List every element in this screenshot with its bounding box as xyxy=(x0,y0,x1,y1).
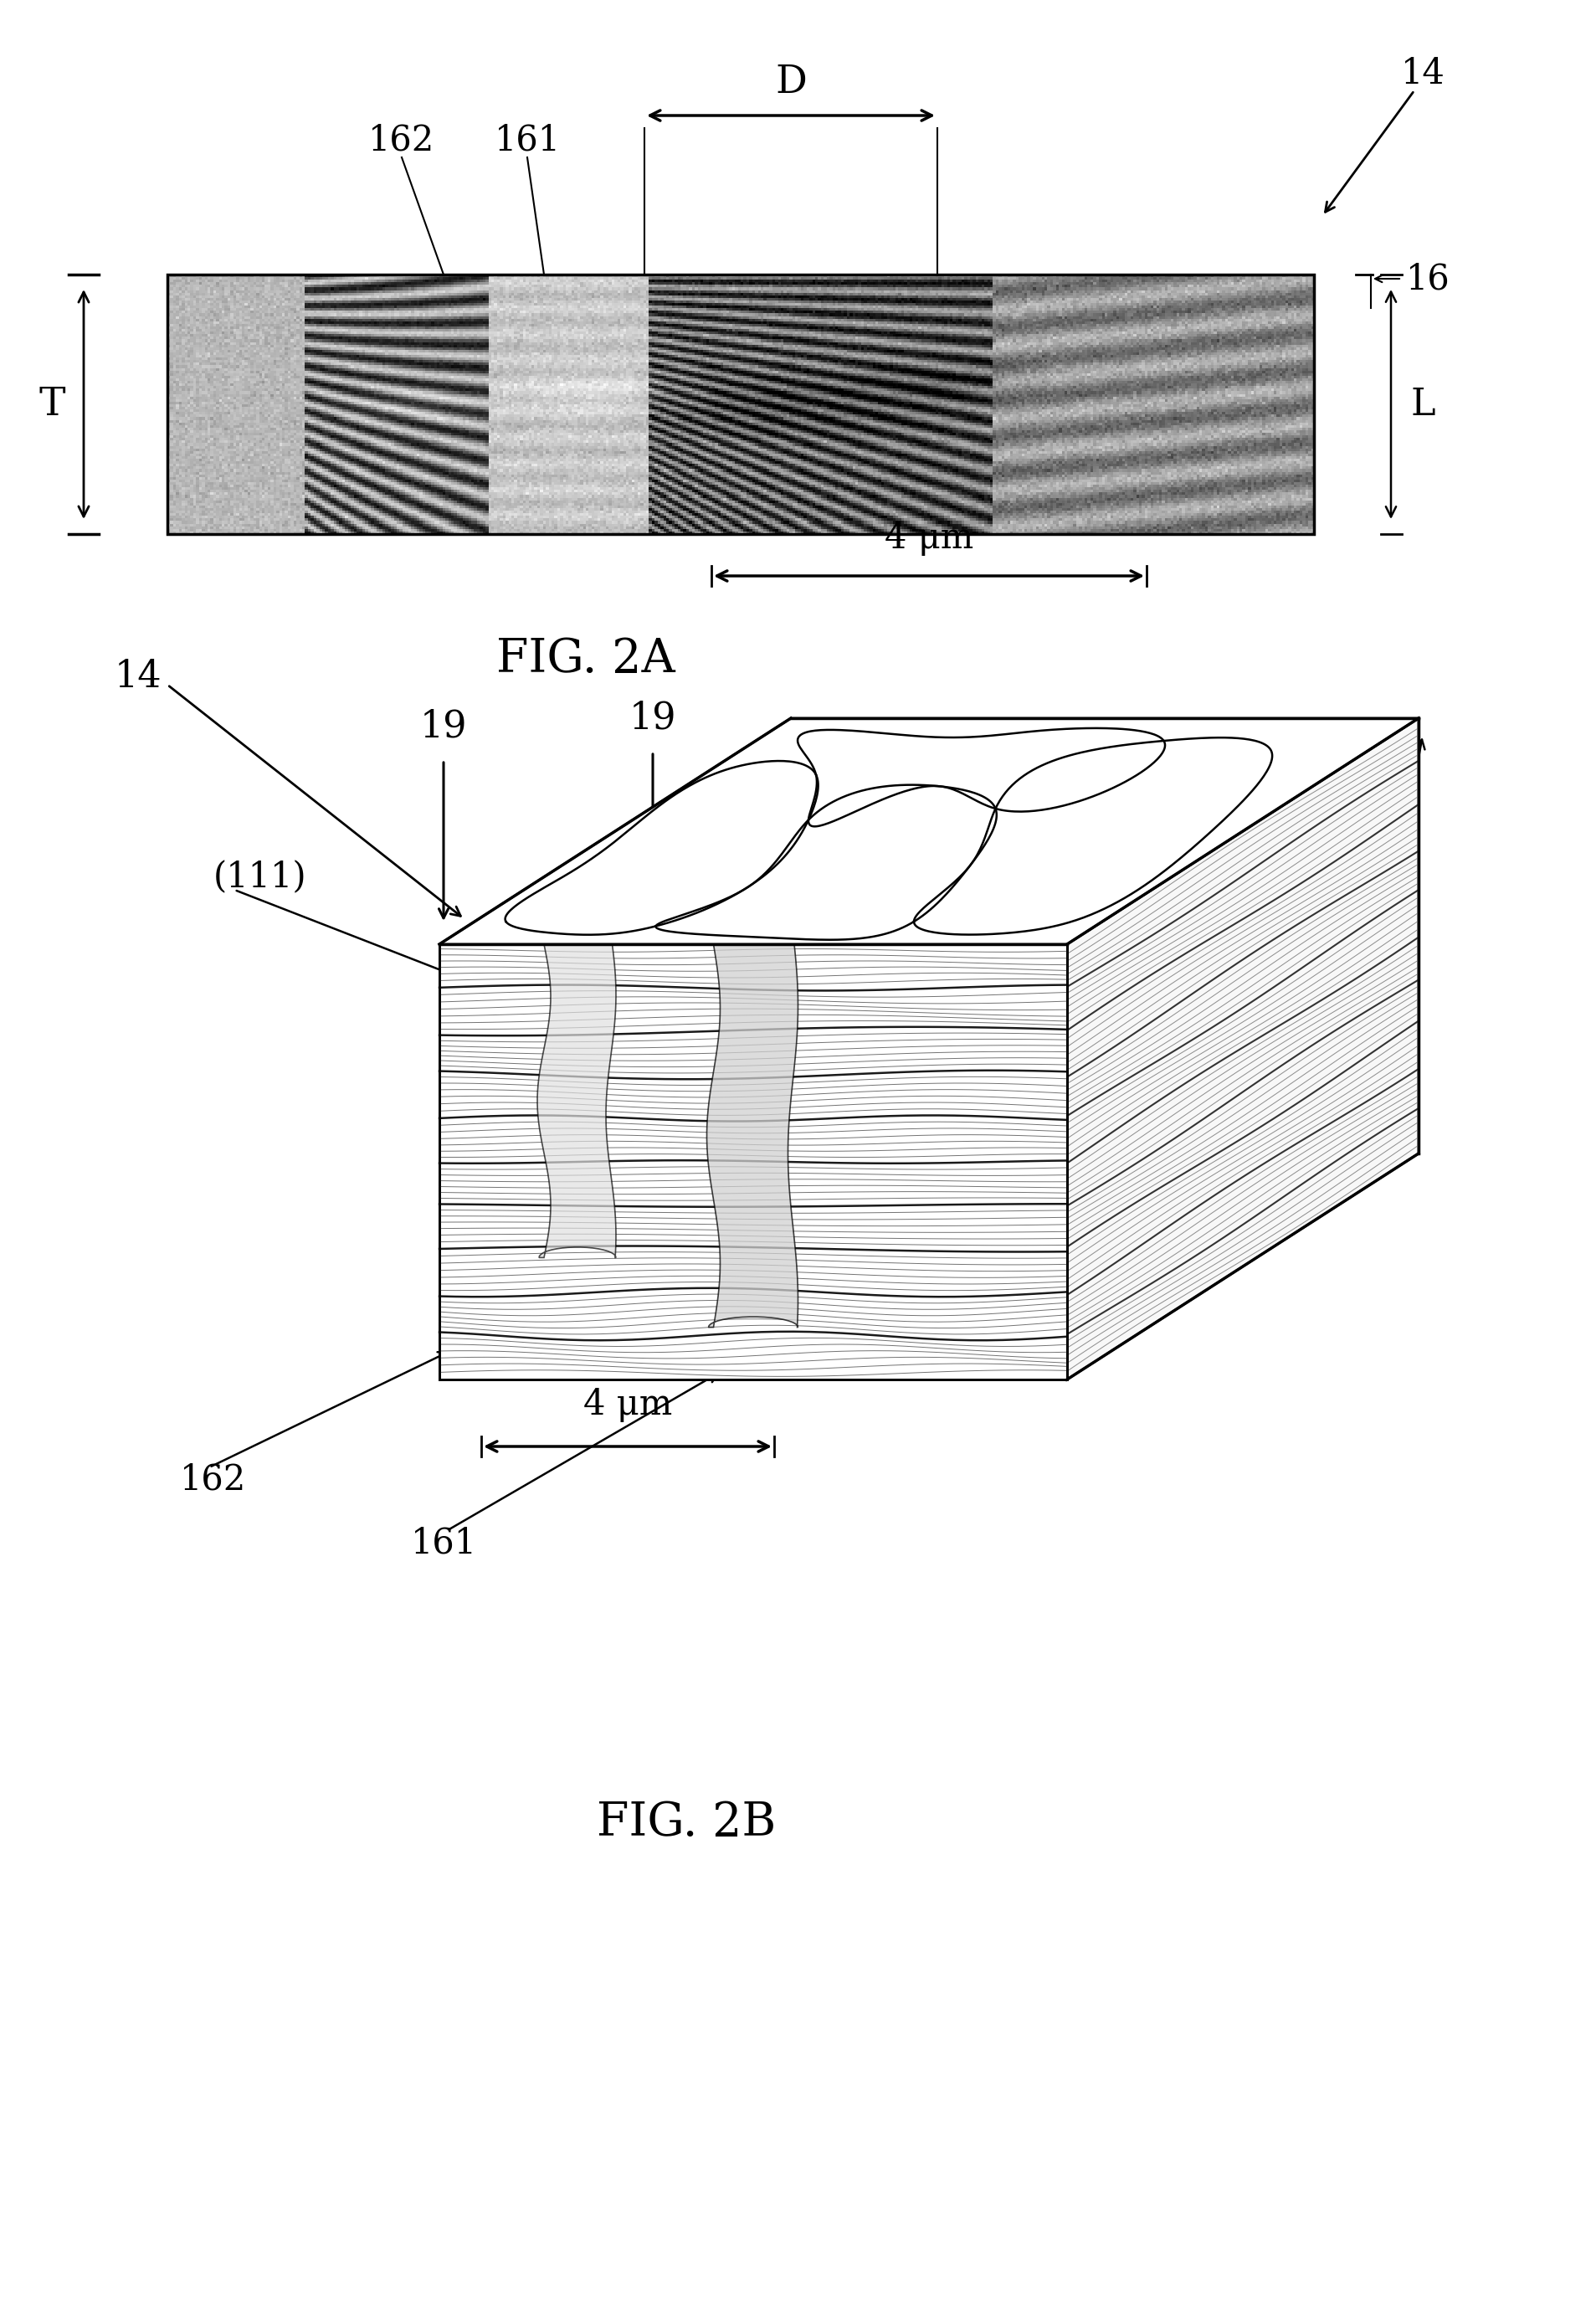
Text: FIG. 2A: FIG. 2A xyxy=(496,637,675,684)
Text: (111): (111) xyxy=(214,860,306,894)
Bar xyxy=(168,273,1314,533)
Polygon shape xyxy=(1068,718,1419,1379)
Polygon shape xyxy=(707,945,798,1328)
Polygon shape xyxy=(439,718,1419,945)
Text: 19: 19 xyxy=(629,700,677,737)
Text: T: T xyxy=(38,385,65,424)
Text: D: D xyxy=(776,63,806,102)
Text: L: L xyxy=(1411,387,1435,422)
Text: 16: 16 xyxy=(1357,1103,1403,1138)
Text: 162: 162 xyxy=(369,123,436,158)
Text: 14: 14 xyxy=(115,658,161,695)
Text: 4 μm: 4 μm xyxy=(884,521,974,556)
Text: [111]: [111] xyxy=(1163,741,1256,779)
Text: 161: 161 xyxy=(495,123,560,158)
Text: 19: 19 xyxy=(420,709,468,744)
Text: D: D xyxy=(836,1066,863,1101)
Text: 4 μm: 4 μm xyxy=(583,1388,672,1423)
Text: FIG. 2B: FIG. 2B xyxy=(597,1800,776,1847)
Text: 16: 16 xyxy=(1406,262,1451,297)
Text: 162: 162 xyxy=(180,1462,246,1497)
Text: 14: 14 xyxy=(1401,56,1444,90)
Text: 161: 161 xyxy=(410,1525,477,1559)
Polygon shape xyxy=(439,945,1068,1379)
Polygon shape xyxy=(538,945,616,1258)
